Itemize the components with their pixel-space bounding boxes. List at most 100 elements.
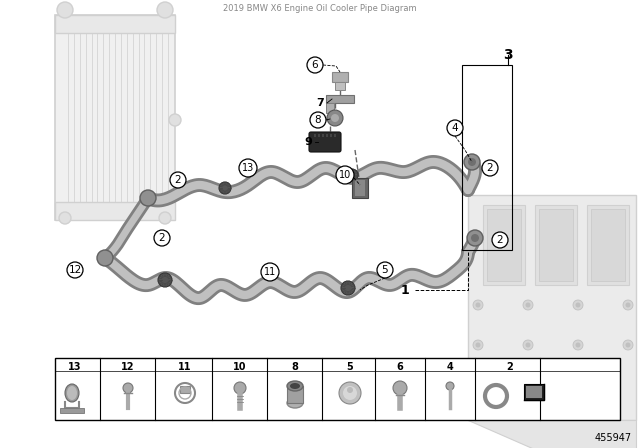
Circle shape: [336, 166, 354, 184]
Circle shape: [170, 172, 186, 188]
Ellipse shape: [290, 383, 300, 389]
Circle shape: [492, 232, 508, 248]
Circle shape: [239, 159, 257, 177]
Bar: [539, 209, 573, 281]
Circle shape: [623, 300, 633, 310]
Circle shape: [490, 390, 502, 402]
Polygon shape: [55, 15, 175, 220]
Circle shape: [331, 114, 339, 122]
Text: 11: 11: [179, 362, 192, 372]
Circle shape: [523, 340, 533, 350]
Circle shape: [347, 387, 353, 393]
Bar: [326, 103, 334, 113]
Bar: [55, 202, 175, 220]
Circle shape: [169, 114, 181, 126]
Bar: [326, 95, 354, 103]
Bar: [55, 358, 620, 420]
Text: 7: 7: [316, 98, 324, 108]
Bar: [487, 209, 521, 281]
Text: 3: 3: [503, 48, 513, 62]
Bar: [318, 134, 320, 137]
Text: 8: 8: [315, 115, 321, 125]
Circle shape: [261, 263, 279, 281]
Circle shape: [482, 160, 498, 176]
Circle shape: [341, 281, 355, 295]
Circle shape: [575, 302, 580, 307]
Circle shape: [219, 182, 231, 194]
Bar: [332, 72, 348, 82]
Bar: [535, 205, 577, 285]
Circle shape: [154, 230, 170, 246]
Bar: [355, 180, 365, 196]
Bar: [526, 386, 542, 398]
Circle shape: [234, 382, 246, 394]
Ellipse shape: [65, 384, 79, 402]
Bar: [352, 178, 368, 198]
Text: 10: 10: [233, 362, 247, 372]
Bar: [55, 15, 175, 33]
Circle shape: [476, 302, 481, 307]
Bar: [180, 386, 190, 393]
Text: 2: 2: [486, 163, 493, 173]
Polygon shape: [468, 420, 636, 448]
Circle shape: [327, 110, 343, 126]
Bar: [334, 134, 336, 137]
Text: 6: 6: [312, 60, 318, 70]
Bar: [483, 205, 525, 285]
Circle shape: [476, 343, 481, 348]
Circle shape: [159, 212, 171, 224]
Text: 6: 6: [397, 362, 403, 372]
Circle shape: [158, 273, 172, 287]
Circle shape: [625, 302, 630, 307]
Bar: [335, 82, 345, 90]
Circle shape: [467, 230, 483, 246]
Ellipse shape: [287, 398, 303, 408]
Text: 9: 9: [304, 137, 312, 147]
Bar: [462, 65, 512, 250]
Bar: [322, 134, 324, 137]
Bar: [326, 134, 328, 137]
Text: 5: 5: [381, 265, 388, 275]
Circle shape: [67, 262, 83, 278]
Circle shape: [59, 212, 71, 224]
Ellipse shape: [67, 386, 77, 400]
Circle shape: [140, 190, 156, 206]
Circle shape: [157, 2, 173, 18]
Circle shape: [393, 381, 407, 395]
Circle shape: [575, 343, 580, 348]
Circle shape: [346, 169, 358, 181]
Text: 8: 8: [292, 362, 298, 372]
Circle shape: [525, 302, 531, 307]
Circle shape: [307, 57, 323, 73]
FancyBboxPatch shape: [309, 132, 341, 152]
Text: 11: 11: [264, 267, 276, 277]
Circle shape: [525, 343, 531, 348]
Circle shape: [123, 383, 133, 393]
Circle shape: [471, 234, 479, 242]
Text: 4: 4: [447, 362, 453, 372]
Circle shape: [573, 340, 583, 350]
Circle shape: [343, 386, 357, 400]
Circle shape: [310, 112, 326, 128]
Text: 12: 12: [121, 362, 135, 372]
Bar: [330, 134, 332, 137]
Circle shape: [573, 300, 583, 310]
Bar: [524, 384, 544, 400]
Bar: [468, 195, 636, 420]
Circle shape: [447, 120, 463, 136]
Bar: [591, 209, 625, 281]
Text: 5: 5: [347, 362, 353, 372]
Circle shape: [339, 382, 361, 404]
Text: 13: 13: [242, 163, 254, 173]
Circle shape: [464, 154, 480, 170]
Text: 2: 2: [175, 175, 181, 185]
Text: 4: 4: [452, 123, 458, 133]
Text: 10: 10: [339, 170, 351, 180]
Circle shape: [625, 343, 630, 348]
Circle shape: [57, 2, 73, 18]
Text: 12: 12: [68, 265, 82, 275]
Bar: [287, 386, 303, 403]
Bar: [587, 205, 629, 285]
Text: 455947: 455947: [595, 433, 632, 443]
Text: 2: 2: [497, 235, 503, 245]
